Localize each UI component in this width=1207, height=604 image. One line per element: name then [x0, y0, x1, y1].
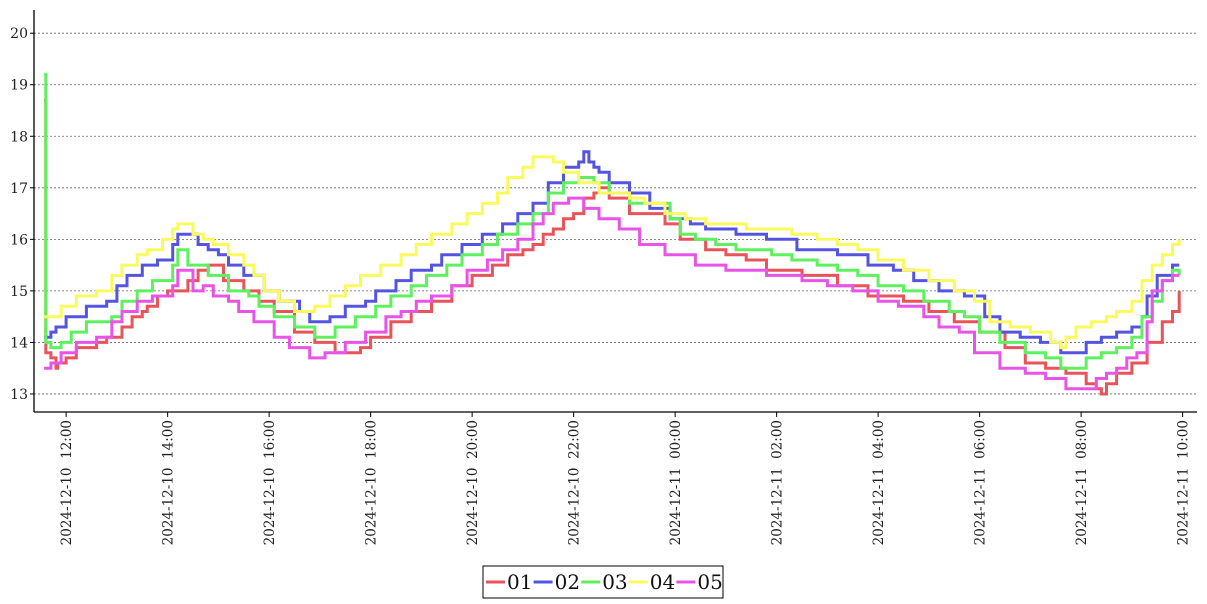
y-tick-label: 14 — [10, 335, 28, 351]
y-tick-label: 15 — [10, 284, 28, 300]
y-ticks: 13 14 15 16 17 18 19 20 — [10, 26, 34, 403]
x-tick-label: 2024-12-10 22:00 — [567, 420, 583, 545]
axes — [33, 10, 1197, 413]
x-tick-label: 2024-12-11 04:00 — [871, 420, 887, 545]
x-tick-label: 2024-12-10 14:00 — [161, 420, 177, 545]
gridlines — [34, 32, 1197, 395]
x-tick-label: 2024-12-10 20:00 — [465, 420, 481, 545]
y-tick-label: 18 — [10, 129, 28, 145]
y-tick-label: 19 — [10, 78, 28, 94]
series-lines — [44, 72, 1181, 396]
x-tick-label: 2024-12-11 02:00 — [770, 420, 786, 545]
y-tick-label: 13 — [10, 387, 28, 403]
x-tick-label: 2024-12-11 00:00 — [668, 420, 684, 545]
x-tick-label: 2024-12-11 06:00 — [973, 420, 989, 545]
series-line-05 — [44, 196, 1180, 391]
legend-label-02: 02 — [555, 570, 580, 594]
x-tick-label: 2024-12-11 10:00 — [1176, 420, 1192, 545]
y-tick-label: 20 — [10, 26, 28, 42]
x-ticks: 2024-12-10 12:00 2024-12-10 14:00 2024-12-… — [59, 412, 1192, 545]
legend: 01 02 03 04 05 — [482, 565, 724, 599]
y-tick-label: 16 — [10, 232, 28, 248]
x-tick-label: 2024-12-11 08:00 — [1074, 420, 1090, 545]
legend-label-03: 03 — [602, 570, 627, 594]
legend-label-01: 01 — [507, 570, 532, 594]
legend-label-04: 04 — [650, 570, 675, 594]
series-line-03 — [44, 72, 1181, 370]
series-line-01 — [44, 98, 1181, 396]
x-tick-label: 2024-12-10 18:00 — [364, 420, 380, 545]
series-line-04 — [44, 155, 1181, 350]
legend-label-05: 05 — [697, 570, 722, 594]
x-tick-label: 2024-12-10 16:00 — [262, 420, 278, 545]
y-tick-label: 17 — [10, 181, 28, 197]
x-tick-label: 2024-12-10 12:00 — [59, 420, 75, 545]
